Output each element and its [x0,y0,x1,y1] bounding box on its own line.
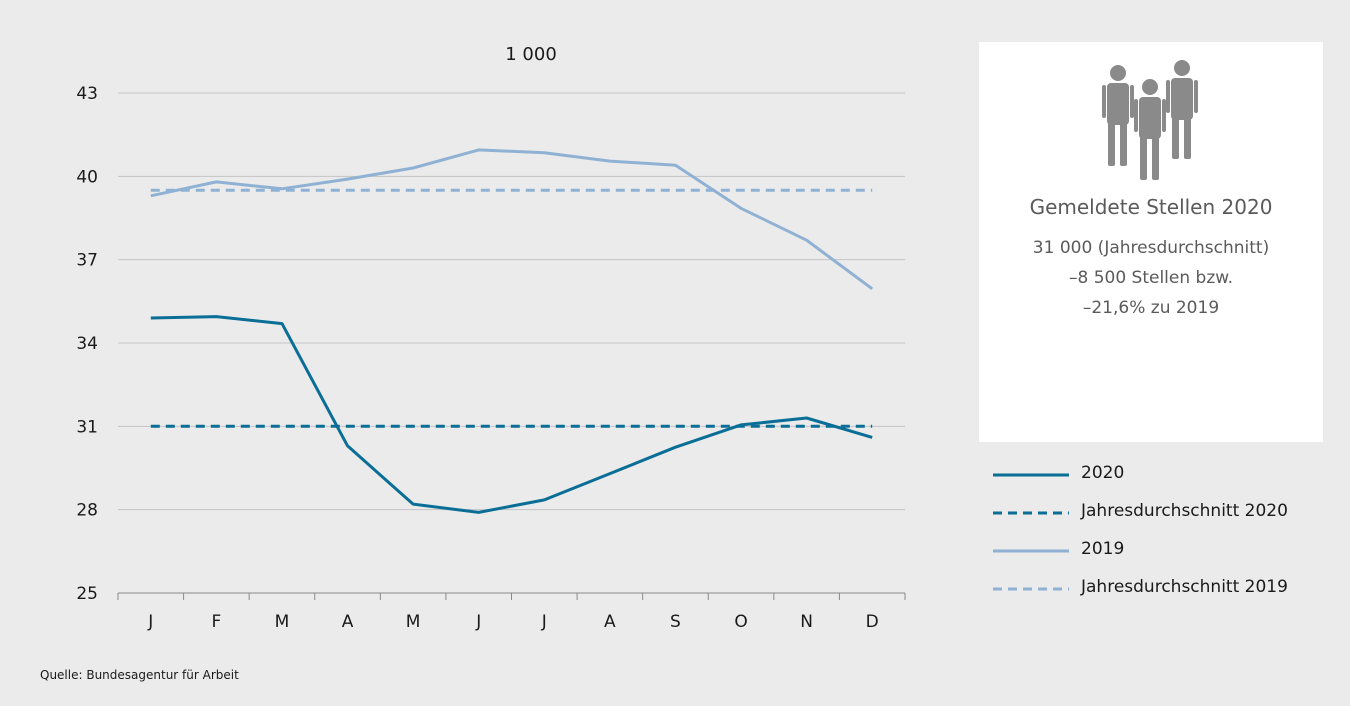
y-tick-label: 28 [76,501,98,521]
card-line-percent: –21,6% zu 2019 [1082,298,1220,318]
source-note: Quelle: Bundesagentur für Arbeit [40,668,239,682]
x-tick-label: D [866,612,879,632]
legend: 2020 Jahresdurchschnitt 2020 2019 Jahres… [993,463,1333,615]
x-tick-label: A [604,612,616,632]
x-tick-label: M [275,612,290,632]
legend-label: Jahresdurchschnitt 2019 [1081,577,1288,597]
legend-label: 2020 [1081,463,1125,483]
legend-label: 2019 [1081,539,1125,559]
y-tick-label: 31 [76,417,98,437]
x-tick-label: F [211,612,221,632]
legend-item: Jahresdurchschnitt 2019 [993,577,1333,615]
y-tick-label: 34 [76,334,98,354]
y-tick-label: 43 [76,84,98,104]
y-tick-label: 25 [76,584,98,604]
series-line-2 [150,148,874,291]
legend-swatch-avg-2020 [993,511,1069,515]
card-line-average: 31 000 (Jahresdurchschnitt) [1032,238,1270,258]
card-line-change: –8 500 Stellen bzw. [1068,268,1234,288]
legend-swatch-avg-2019 [993,587,1069,591]
x-tick-label: M [406,612,421,632]
x-tick-label: J [475,612,481,632]
people-icon [1102,60,1198,180]
x-tick-label: J [541,612,547,632]
legend-item: 2020 [993,463,1333,501]
legend-swatch-2020 [993,473,1069,477]
y-tick-label: 40 [76,167,98,187]
card-title: Gemeldete Stellen 2020 [1029,195,1273,219]
y-tick-label: 37 [76,251,98,271]
x-tick-label: J [147,612,153,632]
x-tick-label: S [670,612,681,632]
info-card: Gemeldete Stellen 2020 31 000 (Jahresdur… [979,42,1323,442]
legend-label: Jahresdurchschnitt 2020 [1081,501,1288,521]
unit-label: 1 000 [505,44,557,65]
legend-item: Jahresdurchschnitt 2020 [993,501,1333,539]
legend-item: 2019 [993,539,1333,577]
x-tick-label: O [734,612,747,632]
legend-swatch-2019 [993,549,1069,553]
series-line-0 [150,315,873,514]
line-chart: 25 28 31 34 37 40 43 J F M A M J J A S O N D [76,84,906,632]
x-tick-label: A [342,612,354,632]
x-tick-label: N [800,612,813,632]
